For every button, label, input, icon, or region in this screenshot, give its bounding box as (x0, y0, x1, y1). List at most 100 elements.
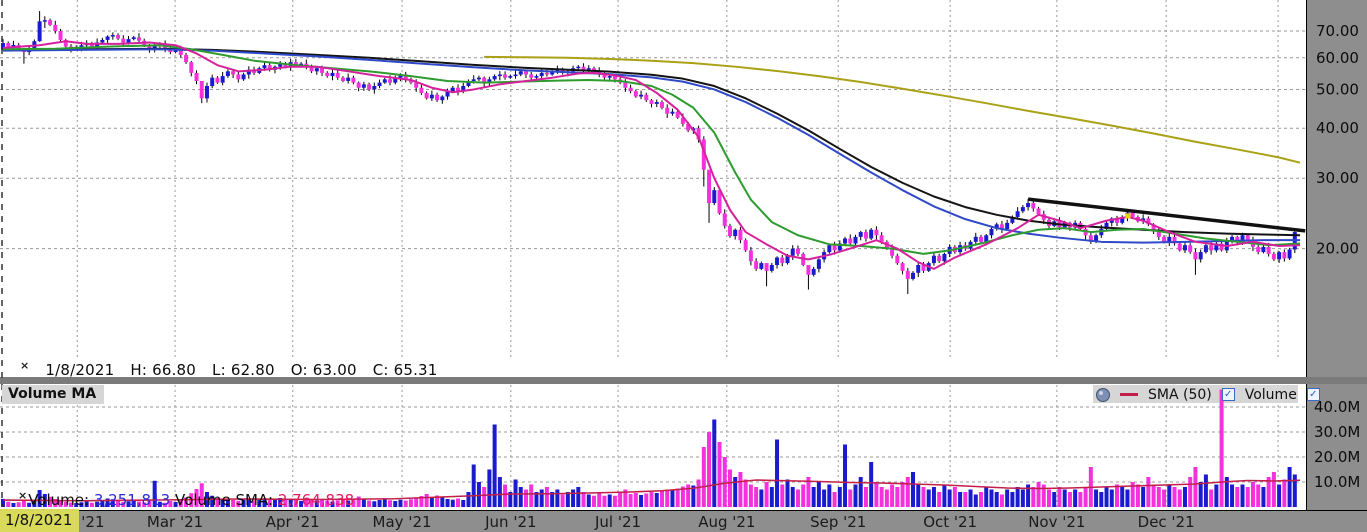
volume-bar (727, 469, 732, 507)
volume-bar (1005, 489, 1010, 507)
volume-bar (288, 498, 293, 507)
volume-bar (748, 484, 753, 507)
volume-bar (283, 499, 288, 507)
volume-info-row: ×Volume: 3,251,813 Volume SMA: 2,764,838 (18, 489, 354, 509)
candle (1120, 216, 1125, 223)
volume-bar (811, 487, 816, 507)
candle (152, 46, 157, 50)
volume-bar (314, 500, 319, 507)
volume-bar (999, 494, 1004, 507)
volume-bar (649, 492, 654, 507)
volume-bar (398, 499, 403, 507)
candle (210, 77, 215, 87)
candle (586, 68, 591, 70)
candle (1214, 243, 1219, 251)
volume-bar (74, 503, 79, 507)
candle (267, 65, 272, 70)
candle (649, 100, 654, 104)
volume-bar (900, 482, 905, 507)
candle (1130, 212, 1135, 217)
candle (858, 232, 863, 237)
candle (670, 111, 675, 114)
price-axis-label: 20.00 (1316, 240, 1359, 258)
candle (654, 102, 659, 104)
candle (680, 117, 685, 124)
volume-bar (989, 489, 994, 507)
volume-bar (1020, 489, 1025, 507)
volume-bar (1219, 389, 1224, 507)
price-axis-label: 40.00 (1316, 119, 1359, 137)
volume-bar (926, 489, 931, 507)
volume-bar (299, 501, 304, 507)
volume-bar (361, 499, 366, 507)
candle (1162, 236, 1167, 242)
candle (534, 76, 539, 78)
candle (393, 77, 398, 83)
volume-bar (257, 499, 262, 507)
volume-close-icon[interactable]: × (18, 489, 28, 502)
volume-axis-label: 10.0M (1314, 473, 1360, 491)
candle (921, 265, 926, 271)
volume-bar (1078, 492, 1083, 507)
volume-bar (827, 484, 832, 507)
x-axis-label: Jul '21 (594, 513, 641, 531)
pane-separator[interactable] (0, 377, 1367, 384)
candle (356, 82, 361, 88)
volume-bar (6, 501, 11, 507)
ohlc-date: 1/8/2021 (45, 361, 115, 379)
volume-bar (764, 482, 769, 507)
volume-bar (424, 494, 429, 507)
volume-bar (717, 442, 722, 507)
candle (173, 49, 178, 53)
volume-bar (816, 482, 821, 507)
volume-checkbox[interactable]: ✓ (1306, 388, 1320, 401)
candle (1245, 235, 1250, 241)
volume-bar (1214, 484, 1219, 507)
candle (1230, 236, 1235, 242)
candle (231, 71, 236, 75)
volume-bar (173, 502, 178, 507)
candle (456, 87, 461, 92)
candle (398, 74, 403, 78)
candle (1026, 203, 1031, 208)
candle (1005, 222, 1010, 229)
volume-bar (1151, 484, 1156, 507)
volume-bar (612, 495, 617, 507)
volume-bar (1, 498, 5, 507)
volume-bar (435, 495, 440, 507)
volume-axis-label: 40.0M (1314, 398, 1360, 416)
candle (429, 94, 434, 99)
x-axis-label: Dec '21 (1138, 513, 1195, 531)
volume-bar (1188, 477, 1193, 507)
candle (900, 263, 905, 271)
volume-axis-label: 30.0M (1314, 423, 1360, 441)
volume-bar (32, 501, 37, 507)
candle (299, 63, 304, 66)
volume-bar (1271, 472, 1276, 507)
volume-bar (733, 477, 738, 507)
volume-bar (1041, 484, 1046, 507)
ohlc-close-icon[interactable]: × (20, 359, 30, 372)
trendline[interactable] (1027, 197, 1306, 233)
indicator-settings-icon[interactable] (1096, 387, 1110, 402)
candle (576, 66, 581, 69)
volume-bar (1109, 489, 1114, 507)
price-axis[interactable] (1307, 0, 1367, 511)
candle (994, 224, 999, 229)
volume-bar (529, 484, 534, 507)
volume-bar (644, 493, 649, 507)
candle (591, 68, 596, 72)
candle (492, 76, 497, 80)
date-axis[interactable] (0, 511, 1367, 532)
candle (116, 35, 121, 39)
candle (1094, 235, 1099, 242)
candle (1203, 245, 1208, 253)
volume-ma-label[interactable]: Volume MA (2, 385, 105, 404)
volume-bar (1235, 487, 1240, 507)
volume-bar (89, 502, 94, 507)
candle (759, 263, 764, 269)
sma-checkbox[interactable]: ✓ (1221, 388, 1235, 401)
candle (48, 20, 53, 25)
event-marker-icon[interactable] (1125, 213, 1131, 219)
